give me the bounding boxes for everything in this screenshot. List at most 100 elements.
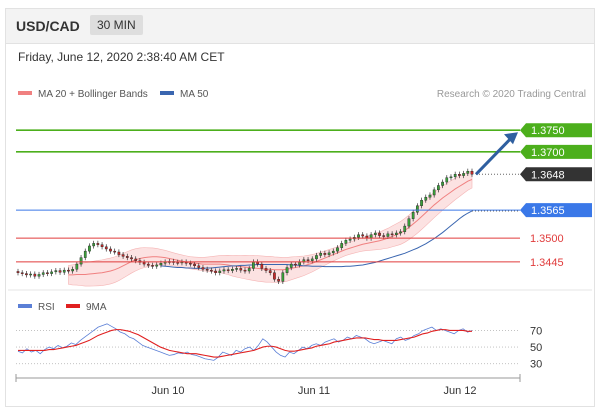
candle-body	[327, 252, 331, 255]
candle-body	[20, 272, 24, 274]
symbol-title: USD/CAD	[16, 18, 80, 34]
candle-body	[222, 269, 226, 272]
candle-body	[462, 173, 465, 176]
candle-body	[214, 270, 217, 273]
level-label: 1.3700	[531, 147, 565, 159]
candle-body	[403, 225, 407, 232]
candle-body	[226, 269, 230, 271]
rsi-ma-line	[18, 329, 472, 358]
bollinger-band	[68, 170, 473, 287]
level-tag	[520, 144, 592, 159]
candle-body	[134, 258, 138, 261]
candle-body	[88, 245, 91, 252]
candle-body	[239, 268, 243, 271]
candle-body	[378, 232, 381, 236]
candle-body	[58, 270, 62, 273]
ma50-legend-label: MA 50	[180, 89, 209, 100]
candle-body	[453, 174, 457, 178]
candle-body	[294, 263, 297, 266]
timestamp: Friday, June 12, 2020 2:38:40 AM CET	[18, 50, 225, 64]
ma50-legend-swatch	[160, 91, 174, 95]
candle-body	[407, 218, 411, 227]
candle-body	[50, 271, 53, 274]
candle-body	[159, 263, 163, 266]
price-plot-area: 1.3750 1.3700 1.3648 1.3565 1.3500 1.3445	[16, 123, 592, 287]
candle-body	[243, 269, 247, 272]
candle-body	[193, 263, 196, 267]
candle-body	[62, 269, 66, 273]
candle-body	[16, 271, 20, 273]
candle-body	[176, 262, 180, 264]
research-credit: Research © 2020 Trading Central	[437, 89, 586, 100]
candle-body	[289, 263, 293, 268]
candle-body	[79, 257, 83, 265]
forecast-arrow	[474, 136, 514, 176]
level-label: 1.3445	[530, 257, 564, 269]
candle-body	[25, 273, 28, 276]
candle-body	[104, 246, 108, 250]
candle-body	[260, 263, 264, 269]
bollinger-legend-swatch	[18, 91, 32, 95]
candle-body	[54, 270, 58, 273]
candle-body	[399, 231, 402, 234]
candle-body	[416, 205, 419, 213]
candle-body	[357, 234, 360, 238]
candle-body	[394, 232, 398, 235]
candle-body	[146, 263, 150, 266]
rsi-ma-legend-label: 9MA	[86, 302, 107, 313]
rsi-line	[17, 323, 473, 361]
level-label: 1.3500	[530, 233, 564, 245]
rsi-legend-swatch	[18, 304, 32, 308]
candle-body	[420, 199, 423, 206]
candle-body	[197, 265, 201, 268]
x-tick-label: Jun 11	[298, 385, 330, 397]
ma50-line	[160, 210, 473, 269]
candle-body	[83, 250, 87, 258]
x-tick-label: Jun 12	[443, 385, 476, 397]
candle-body	[100, 244, 104, 248]
candle-body	[155, 264, 159, 267]
candle-body	[323, 253, 327, 255]
rsi-level-label: 50	[530, 342, 542, 354]
level-tag	[520, 167, 592, 182]
level-tag	[520, 203, 592, 218]
candle-body	[189, 263, 192, 265]
x-tick-label: Jun 10	[151, 385, 184, 397]
candle-body	[369, 234, 373, 239]
candle-body	[437, 185, 440, 191]
rsi-legend: RSI 9MA	[18, 302, 107, 313]
candle-body	[411, 212, 415, 219]
candle-body	[109, 248, 112, 252]
timeframe-badge[interactable]: 30 MIN	[90, 15, 143, 35]
candle-body	[432, 189, 436, 196]
forecast-arrowhead	[504, 132, 518, 145]
rsi-plot-area: 70 50 30	[16, 323, 542, 371]
rsi-ma-legend-swatch	[66, 304, 80, 308]
candle-body	[235, 268, 238, 270]
candle-body	[113, 250, 117, 253]
chart-widget: USD/CAD 30 MIN Friday, June 12, 2020 2:3…	[5, 8, 595, 407]
candle-body	[306, 259, 310, 261]
candle-body	[252, 261, 255, 269]
candle-body	[41, 272, 45, 275]
candle-body	[361, 234, 365, 237]
candle-body	[29, 273, 32, 276]
candle-body	[340, 243, 344, 248]
candle-body	[121, 254, 125, 257]
candle-body	[151, 265, 154, 267]
candle-body	[117, 251, 121, 255]
candle-body	[92, 243, 96, 247]
widget-header: USD/CAD 30 MIN	[6, 9, 594, 44]
candle-body	[441, 181, 444, 186]
candle-body	[348, 238, 352, 241]
candle-body	[75, 263, 79, 270]
candle-body	[201, 267, 205, 270]
candle-body	[373, 232, 377, 235]
candle-body	[310, 258, 314, 261]
candle-body	[458, 174, 461, 176]
candle-body	[386, 233, 390, 237]
level-label: 1.3565	[531, 205, 565, 217]
candle-body	[67, 269, 70, 272]
candle-body	[130, 257, 133, 260]
